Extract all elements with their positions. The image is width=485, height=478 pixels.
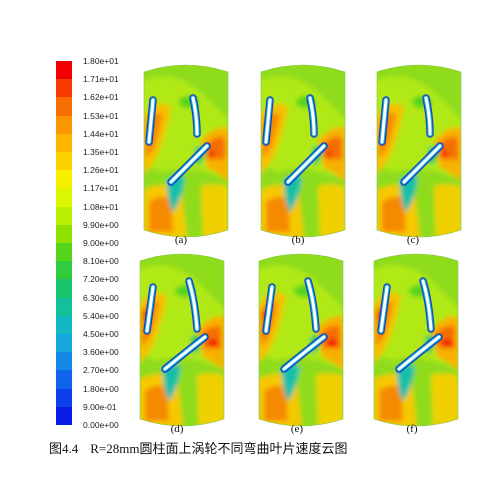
colorbar-tick-label: 4.50e+00 <box>83 329 119 339</box>
contour-panel-c <box>374 62 464 240</box>
colorbar-segment <box>56 261 72 280</box>
contour-panel-e <box>256 251 346 429</box>
colorbar-tick-label: 7.20e+00 <box>83 274 119 285</box>
colorbar-segment <box>56 388 72 408</box>
colorbar-tick-label: 3.60e+00 <box>83 347 119 358</box>
colorbar-tick-label: 9.00e+00 <box>83 238 119 248</box>
panel-label-b: (b) <box>291 234 305 246</box>
colorbar-segment <box>56 352 72 371</box>
colorbar-segment <box>56 297 72 317</box>
colorbar-tick-label: 1.71e+01 <box>83 74 119 85</box>
colorbar-tick-label: 1.17e+01 <box>83 183 119 194</box>
contour-panel-b <box>258 62 348 240</box>
colorbar-tick-label: 6.30e+00 <box>83 292 119 303</box>
colorbar-segment <box>56 370 72 390</box>
colorbar-tick-label: 0.00e+00 <box>83 420 119 430</box>
panel-label-a: (a) <box>174 234 188 246</box>
colorbar-tick-label: 8.10e+00 <box>83 256 119 267</box>
colorbar-segment <box>56 206 72 226</box>
colorbar-tick-label: 1.62e+01 <box>83 92 119 103</box>
panel-label-d: (d) <box>170 423 184 435</box>
colorbar-segment <box>56 224 72 244</box>
colorbar-segment <box>56 279 72 299</box>
colorbar <box>56 61 72 426</box>
figure-caption: 图4.4 R=28mm圆柱面上涡轮不同弯曲叶片速度云图 <box>49 441 348 457</box>
colorbar-segment <box>56 152 72 171</box>
colorbar-tick-label: 1.80e+01 <box>83 56 119 66</box>
colorbar-tick-label: 5.40e+00 <box>83 310 119 321</box>
contour-panel-a <box>141 62 231 240</box>
contour-panel-d <box>137 251 227 429</box>
colorbar-tick-label: 1.08e+01 <box>83 201 119 212</box>
colorbar-segment <box>56 61 72 80</box>
colorbar-tick-label: 1.53e+01 <box>83 110 119 121</box>
colorbar-tick-label: 9.00e-01 <box>83 401 117 412</box>
panel-label-f: (f) <box>406 423 418 435</box>
colorbar-tick-label: 1.44e+01 <box>83 128 119 139</box>
colorbar-segment <box>56 170 72 189</box>
colorbar-tick-label: 1.80e+00 <box>83 383 119 394</box>
colorbar-segment <box>56 97 72 117</box>
colorbar-tick-label: 1.26e+01 <box>83 165 119 176</box>
panel-label-c: (c) <box>406 234 420 246</box>
panel-label-e: (e) <box>290 423 304 435</box>
colorbar-tick-label: 2.70e+00 <box>83 365 119 376</box>
colorbar-tick-label: 9.90e+00 <box>83 219 119 230</box>
figure-caption-text: R=28mm圆柱面上涡轮不同弯曲叶片速度云图 <box>90 441 348 456</box>
contour-panel-f <box>371 251 461 429</box>
colorbar-segment <box>56 79 72 98</box>
colorbar-segment <box>56 188 72 208</box>
colorbar-segment <box>56 133 72 153</box>
colorbar-segment <box>56 115 72 135</box>
figure-number: 图4.4 <box>49 441 79 456</box>
colorbar-segment <box>56 243 72 262</box>
colorbar-tick-label: 1.35e+01 <box>83 147 119 157</box>
colorbar-segment <box>56 315 72 335</box>
colorbar-segment <box>56 334 72 353</box>
colorbar-segment <box>56 406 72 426</box>
